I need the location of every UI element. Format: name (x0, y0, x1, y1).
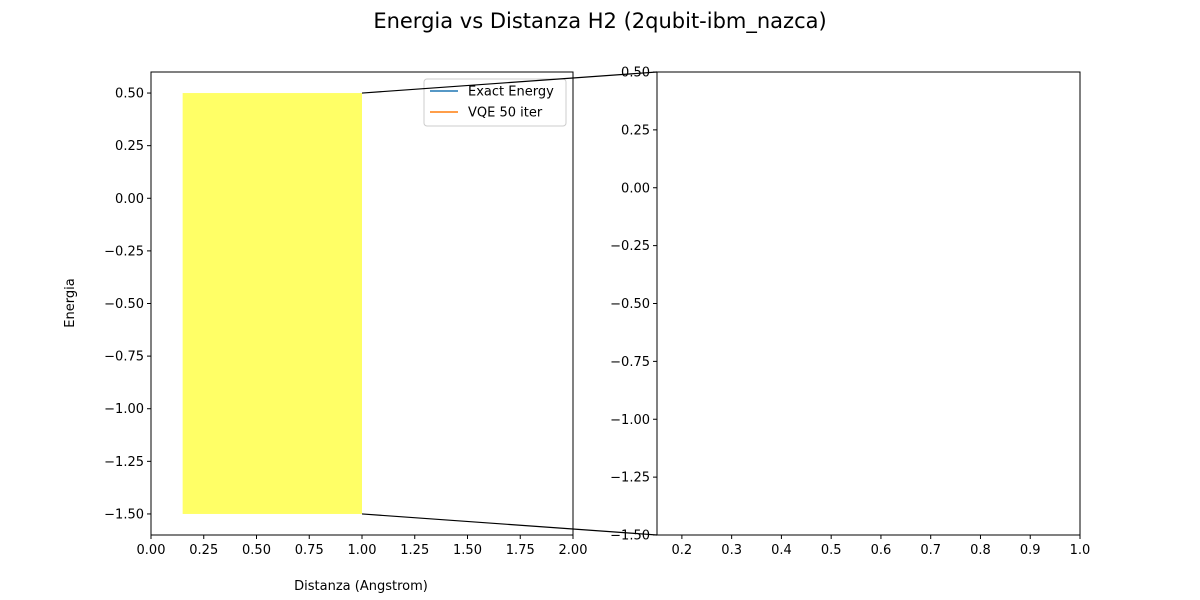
zoom-x-tick-label: 0.8 (970, 543, 991, 558)
main-x-tick-label: 0.50 (242, 543, 271, 558)
main-highlight-region (182, 93, 362, 514)
figure-title: Energia vs Distanza H2 (2qubit-ibm_nazca… (373, 9, 826, 34)
zoom-y-tick-label: −0.50 (610, 297, 650, 312)
main-y-ticks: 0.50 0.25 0.00 −0.25 −0.50 −0.75 −1.00 −1.25 −1.… (104, 87, 151, 522)
zoom-x-ticks: 0.2 0.3 0.4 0.5 0.6 0.7 0.8 0.9 1.0 (672, 535, 1091, 558)
zoom-x-tick-label: 1.0 (1070, 543, 1091, 558)
zoom-x-tick-label: 0.6 (871, 543, 892, 558)
zoom-x-tick-label: 0.3 (721, 543, 742, 558)
main-y-axis-label: Energia (63, 278, 78, 327)
main-x-axis-label: Distanza (Angstrom) (294, 579, 428, 594)
main-y-tick-label: −0.75 (104, 350, 144, 365)
main-x-tick-label: 0.75 (295, 543, 324, 558)
zoom-y-ticks: 0.500.250.00−0.25−0.50−0.75−1.00−1.25−1.… (610, 66, 657, 544)
zoom-x-tick-label: 0.9 (1020, 543, 1041, 558)
main-y-tick-label: −1.00 (104, 402, 144, 417)
zoom-y-tick-label: −0.75 (610, 355, 650, 370)
zoom-connector-bottom (361, 513, 658, 536)
main-y-tick-label: 0.50 (115, 87, 144, 102)
main-x-ticks: 0.00 0.25 0.50 0.75 1.00 1.25 1.50 1.75 2.00 (137, 535, 588, 558)
zoom-x-tick-label: 0.5 (821, 543, 842, 558)
legend-exact-label: Exact Energy (468, 85, 554, 100)
main-x-tick-label: 0.25 (189, 543, 218, 558)
zoom-connector-top (361, 71, 658, 94)
zoom-y-tick-label: −1.00 (610, 413, 650, 428)
legend: Exact Energy VQE 50 iter (423, 78, 567, 127)
zoom-y-tick-label: 0.00 (621, 181, 650, 196)
legend-box (423, 78, 567, 127)
main-x-tick-label: 1.00 (348, 543, 377, 558)
zoom-x-tick-label: 0.2 (672, 543, 693, 558)
zoom-y-tick-label: −1.50 (610, 529, 650, 544)
main-y-tick-label: 0.25 (115, 139, 144, 154)
main-y-tick-label: 0.00 (115, 192, 144, 207)
main-x-tick-label: 2.00 (559, 543, 588, 558)
main-y-tick-label: −0.50 (104, 297, 144, 312)
zoom-y-tick-label: −1.25 (610, 471, 650, 486)
main-x-tick-label: 0.00 (137, 543, 166, 558)
legend-vqe-label: VQE 50 iter (468, 106, 543, 121)
zoom-x-tick-label: 0.4 (771, 543, 792, 558)
main-y-tick-label: −1.25 (104, 455, 144, 470)
main-x-tick-label: 1.25 (400, 543, 429, 558)
main-axes: 0.00 0.25 0.50 0.75 1.00 1.25 1.50 1.75 2.00 0.5… (63, 71, 588, 594)
zoom-x-tick-label: 0.7 (920, 543, 941, 558)
zoom-y-tick-label: 0.25 (621, 123, 650, 138)
main-y-tick-label: −1.50 (104, 507, 144, 522)
main-y-tick-label: −0.25 (104, 244, 144, 259)
main-x-tick-label: 1.50 (453, 543, 482, 558)
zoom-y-tick-label: −0.25 (610, 239, 650, 254)
zoom-axes-frame (656, 71, 1081, 536)
main-x-tick-label: 1.75 (506, 543, 535, 558)
zoom-axes: 0.2 0.3 0.4 0.5 0.6 0.7 0.8 0.9 1.0 0.500.250.00… (610, 66, 1090, 559)
